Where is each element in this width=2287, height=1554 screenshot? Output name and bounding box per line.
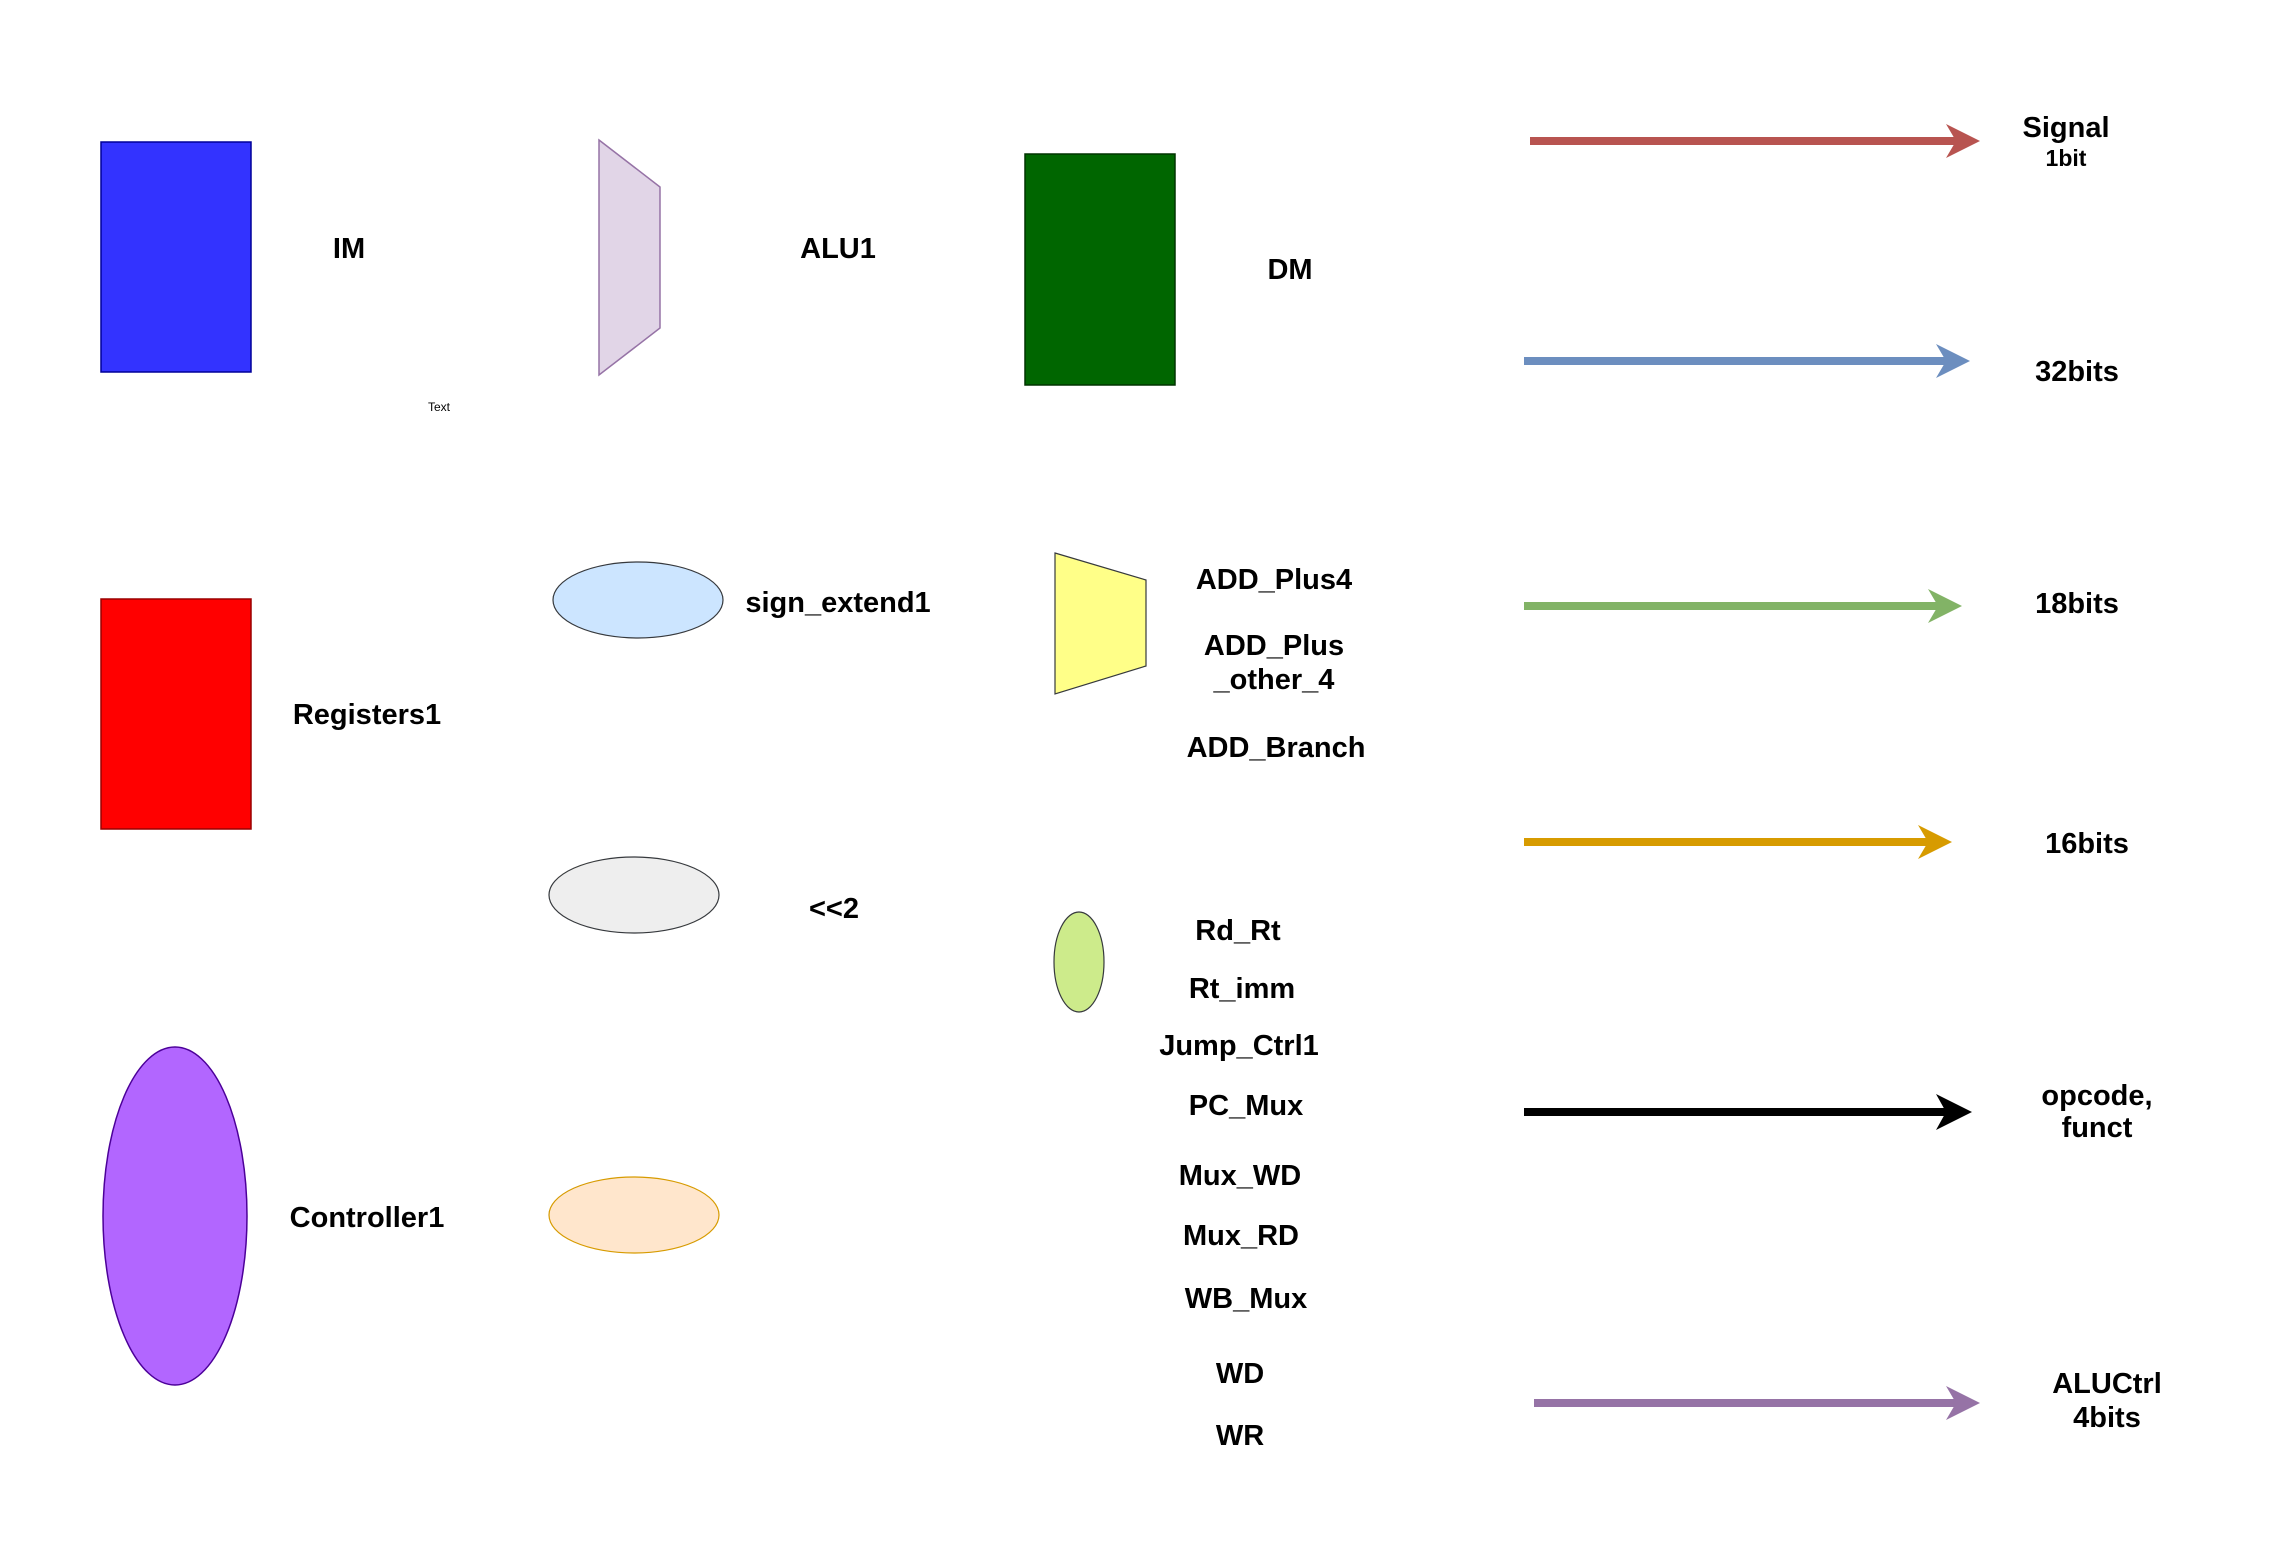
- adder-shape[interactable]: [1054, 552, 1147, 695]
- legend-label-funct: funct: [2062, 1112, 2133, 1144]
- legend-label-16bits: 16bits: [2045, 828, 2129, 860]
- legend-label-opcode: opcode,: [2041, 1080, 2152, 1112]
- legend-label-signal: Signal: [2022, 112, 2109, 144]
- legend-arrow-signal-head: [1946, 124, 1980, 158]
- dm-block[interactable]: [1024, 153, 1176, 386]
- mux-ellipse[interactable]: [1053, 911, 1105, 1013]
- legend-arrow-18bits-head: [1928, 589, 1962, 623]
- controller-label: Controller1: [290, 1202, 445, 1234]
- mux-label-wd: WD: [1216, 1358, 1264, 1390]
- mux-label-rd-rt: Rd_Rt: [1195, 915, 1281, 947]
- mux-label-mux-wd: Mux_WD: [1179, 1160, 1301, 1192]
- adder-label-plus-other-line1: ADD_Plus: [1204, 630, 1344, 662]
- registers-label: Registers1: [293, 699, 441, 731]
- adder-label-branch: ADD_Branch: [1187, 732, 1366, 764]
- mux-label-mux-rd: Mux_RD: [1183, 1220, 1299, 1252]
- mux-label-wb-mux: WB_Mux: [1185, 1283, 1307, 1315]
- orange-ellipse[interactable]: [548, 1176, 720, 1254]
- alu-label: ALU1: [800, 233, 876, 265]
- legend-label-aluctrl: ALUCtrl: [2052, 1368, 2162, 1400]
- controller-ellipse[interactable]: [102, 1046, 248, 1386]
- dm-label: DM: [1267, 254, 1312, 286]
- mux-label-pc-mux: PC_Mux: [1189, 1090, 1303, 1122]
- legend-arrow-32bits-head: [1936, 344, 1970, 378]
- legend-arrow-16bits-head: [1918, 825, 1952, 859]
- legend-arrow-opcode-head: [1936, 1094, 1972, 1130]
- adder-label-plus-other-line2: _other_4: [1213, 664, 1335, 696]
- mux-label-wr: WR: [1216, 1420, 1264, 1452]
- shift-label: <<2: [809, 893, 859, 925]
- sign-extend-ellipse[interactable]: [552, 561, 724, 639]
- legend-arrow-aluctrl-head: [1946, 1386, 1980, 1420]
- mux-label-rt-imm: Rt_imm: [1189, 973, 1295, 1005]
- mux-label-jump-ctrl: Jump_Ctrl1: [1159, 1030, 1319, 1062]
- legend-label-32bits: 32bits: [2035, 356, 2119, 388]
- sign-extend-label: sign_extend1: [745, 587, 930, 619]
- alu-shape[interactable]: [598, 138, 661, 377]
- im-block[interactable]: [100, 141, 252, 373]
- legend-label-18bits: 18bits: [2035, 588, 2119, 620]
- legend-label-signal-sub: 1bit: [2046, 145, 2087, 171]
- adder-label-plus4: ADD_Plus4: [1196, 564, 1352, 596]
- legend-label-aluctrl-sub: 4bits: [2073, 1402, 2141, 1434]
- text-placeholder-label: Text: [428, 400, 451, 414]
- shift-ellipse[interactable]: [548, 856, 720, 934]
- im-label: IM: [333, 233, 365, 265]
- registers-block[interactable]: [100, 598, 252, 830]
